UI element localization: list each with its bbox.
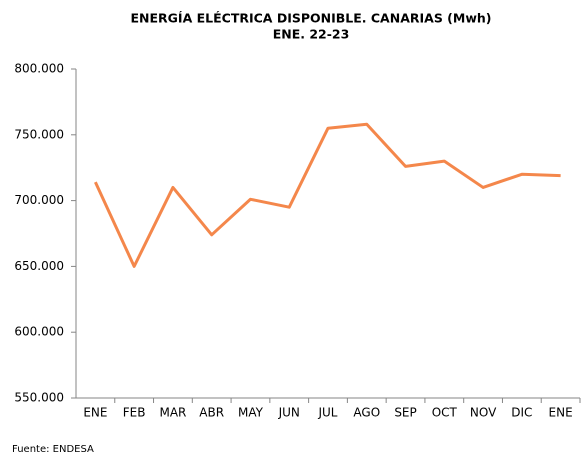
- x-tick-label: DIC: [511, 406, 532, 420]
- y-tick-label: 800.000: [14, 62, 64, 76]
- x-tick-label: FEB: [123, 406, 146, 420]
- x-tick-label: ENE: [83, 406, 107, 420]
- x-tick-label: ENE: [549, 406, 573, 420]
- y-tick-label: 550.000: [14, 391, 64, 405]
- y-tick-label: 650.000: [14, 259, 64, 273]
- data-line: [94, 122, 561, 268]
- x-tick-label: JUN: [278, 406, 300, 420]
- x-tick-label: ABR: [199, 406, 224, 420]
- chart-subtitle: ENE. 22-23: [273, 27, 350, 42]
- x-tick-label: AGO: [353, 406, 380, 420]
- x-tick-label: SEP: [394, 406, 416, 420]
- y-tick-label: 700.000: [14, 193, 64, 207]
- x-tick-label: NOV: [470, 406, 497, 420]
- source-note: Fuente: ENDESA: [12, 444, 94, 454]
- y-tick-label: 750.000: [14, 127, 64, 141]
- x-tick-label: OCT: [432, 406, 458, 420]
- y-tick-label: 600.000: [14, 325, 64, 339]
- chart-title: ENERGÍA ELÉCTRICA DISPONIBLE. CANARIAS (…: [131, 11, 492, 26]
- x-tick-label: MAR: [159, 406, 186, 420]
- x-tick-label: MAY: [238, 406, 264, 420]
- x-tick-label: JUL: [317, 406, 337, 420]
